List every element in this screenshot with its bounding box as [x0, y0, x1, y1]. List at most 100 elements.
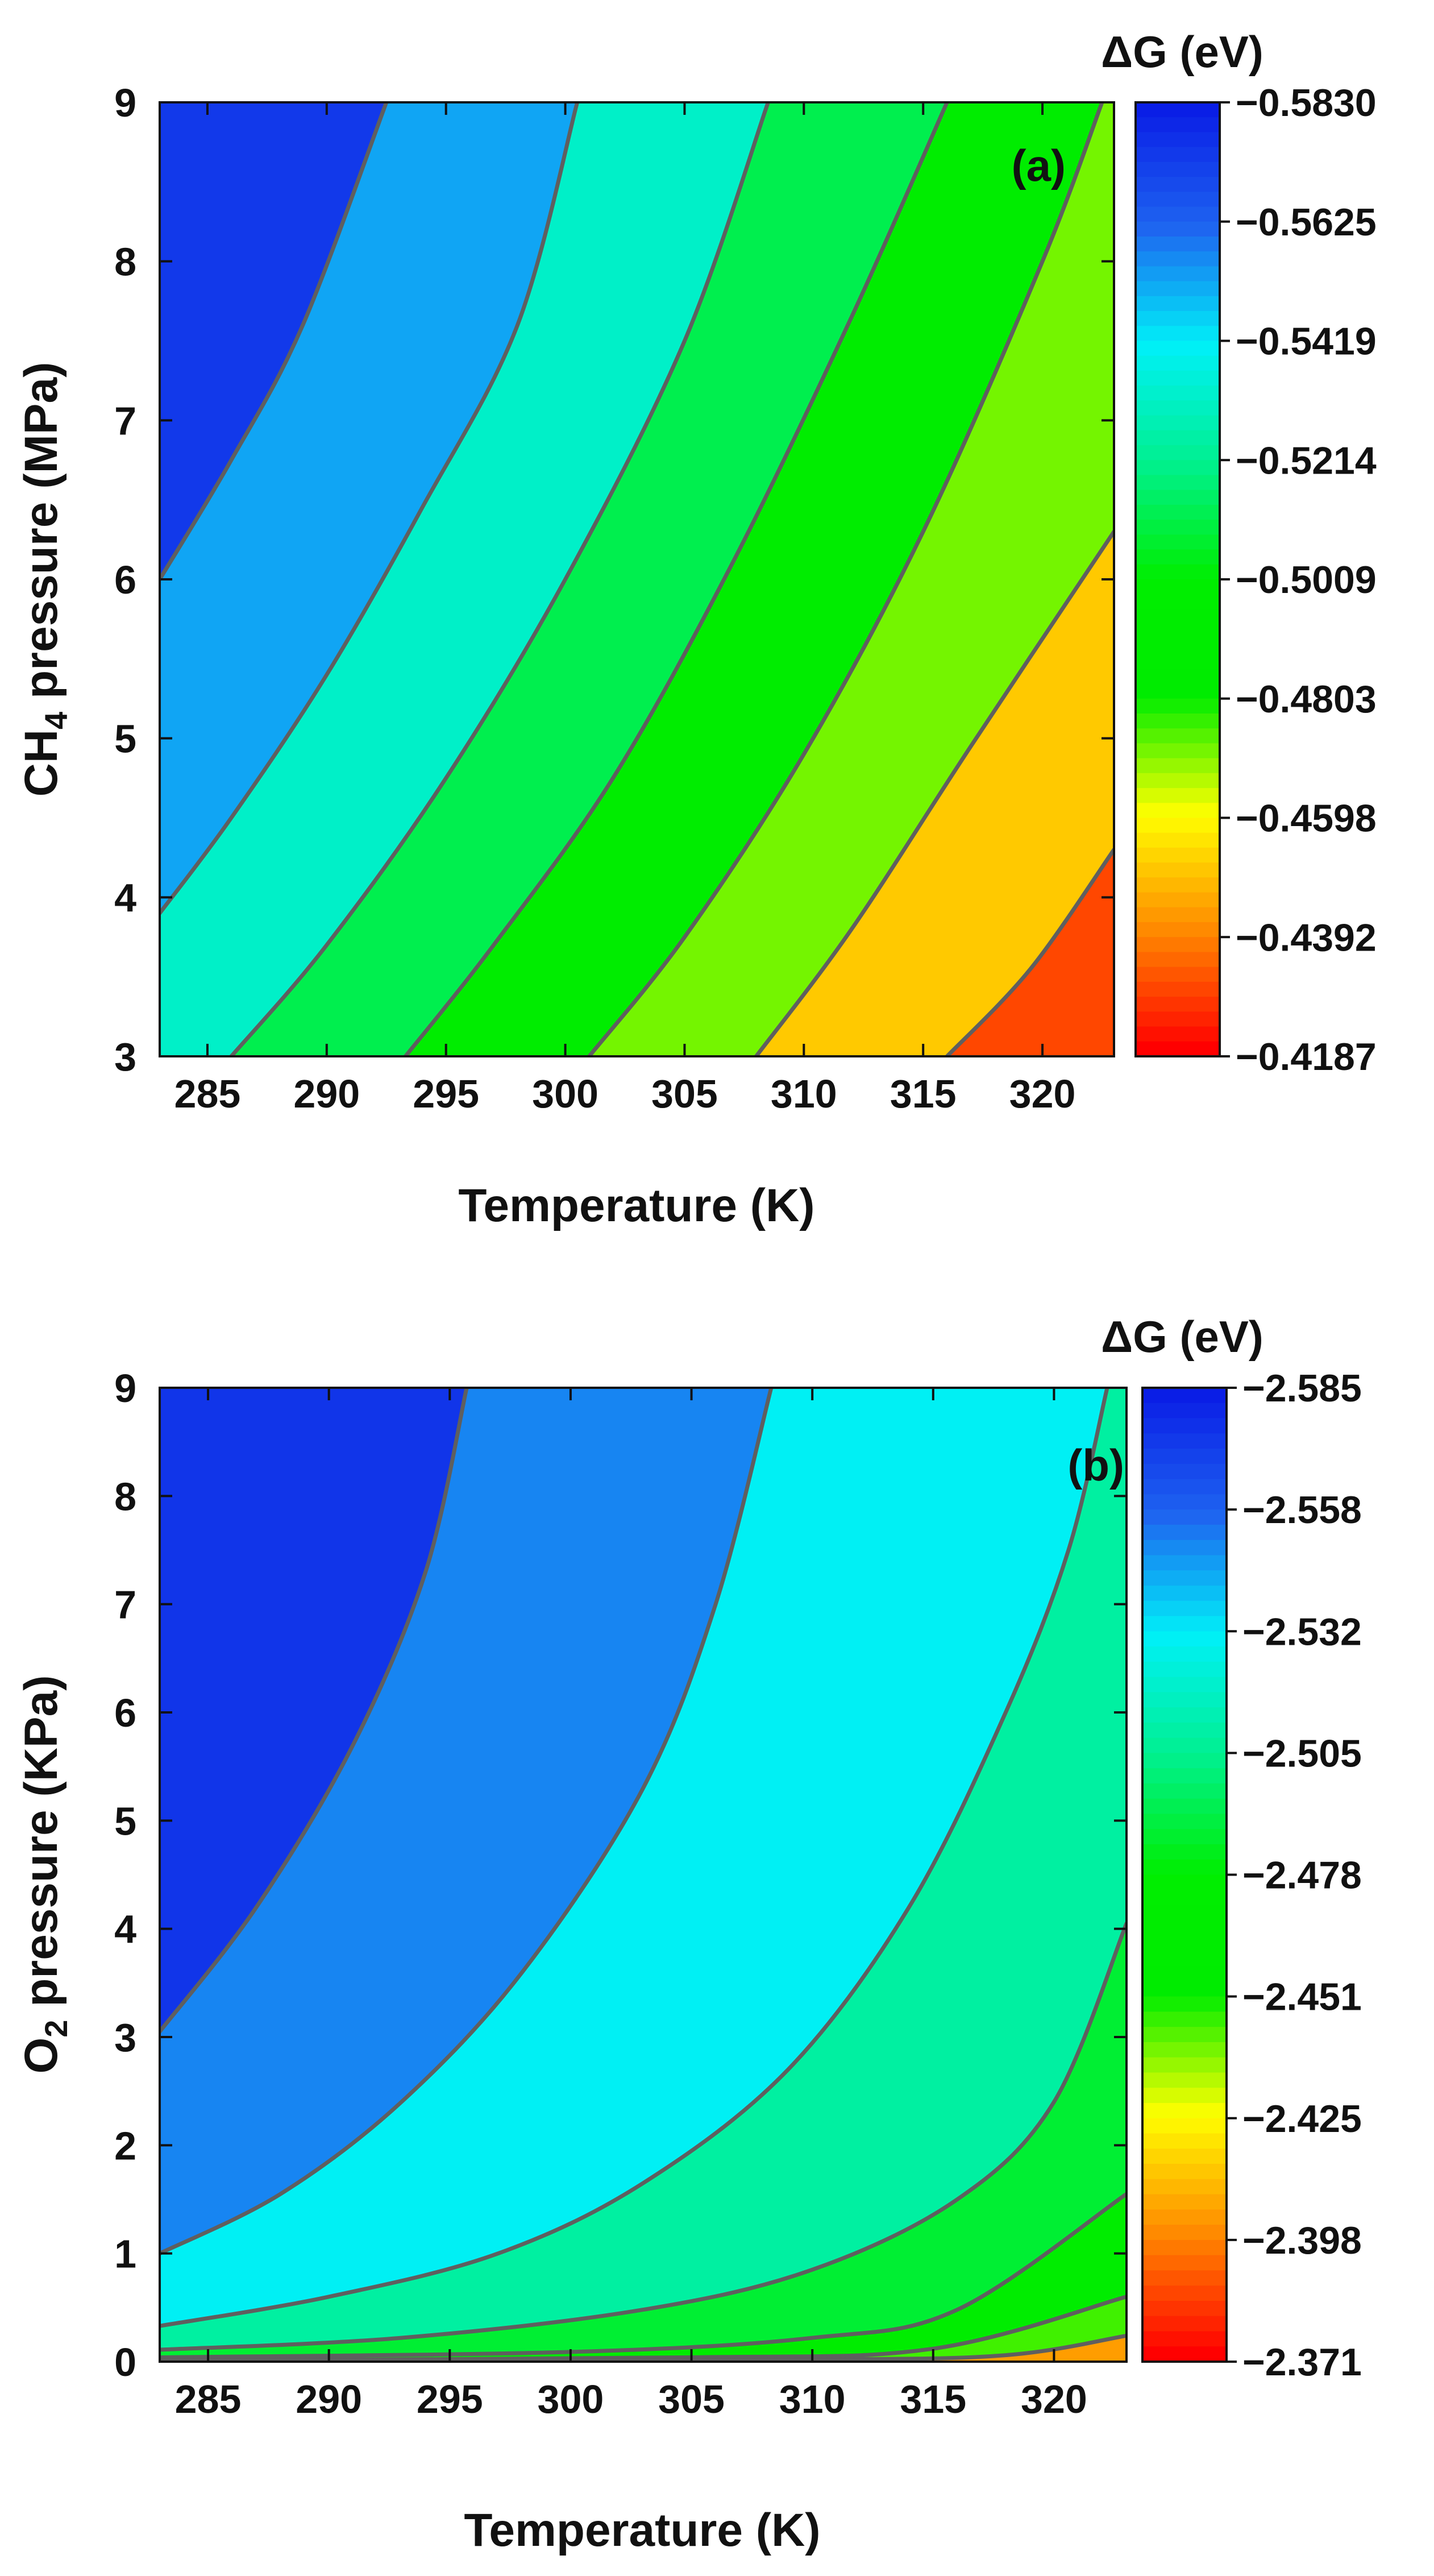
colorbar-b-step-11 — [1142, 1555, 1227, 1571]
colorbar-b-step-56 — [1142, 2239, 1227, 2256]
colorbar-b-step-49 — [1142, 2133, 1227, 2150]
colorbar-a-step-50 — [1136, 847, 1220, 864]
colorbar-a-step-47 — [1136, 803, 1220, 819]
contour-line-b-1 — [160, 1388, 469, 2034]
colorbar-b-step-50 — [1142, 2148, 1227, 2165]
colorbar-b-step-53 — [1142, 2194, 1227, 2210]
colorbar-b-step-8 — [1142, 1509, 1227, 1525]
contour-line-a-2 — [160, 102, 580, 915]
y-tick-label-a-3: 3 — [114, 1035, 136, 1079]
colorbar-b-step-28 — [1142, 1814, 1227, 1830]
colorbar-a-step-63 — [1136, 1041, 1220, 1057]
colorbar-b-step-15 — [1142, 1616, 1227, 1632]
colorbar-a-step-21 — [1136, 415, 1220, 431]
colorbar-b-step-57 — [1142, 2255, 1227, 2271]
colorbar-a-tick-label-1: −0.5625 — [1236, 201, 1377, 244]
colorbar-a-step-56 — [1136, 937, 1220, 953]
colorbar-b-step-16 — [1142, 1631, 1227, 1648]
colorbar-a-step-29 — [1136, 534, 1220, 550]
colorbar-b-step-61 — [1142, 2316, 1227, 2332]
colorbar-b-step-29 — [1142, 1829, 1227, 1845]
colorbar-a-step-31 — [1136, 564, 1220, 580]
y-tick-label-a-6: 6 — [114, 558, 136, 602]
colorbar-a-step-38 — [1136, 669, 1220, 685]
colorbar-a-step-24 — [1136, 460, 1220, 476]
y-tick-label-b-8: 8 — [114, 1474, 136, 1519]
colorbar-b-step-2 — [1142, 1418, 1227, 1434]
colorbar-b-step-4 — [1142, 1449, 1227, 1465]
y-tick-label-b-0: 0 — [114, 2340, 136, 2384]
colorbar-a-step-12 — [1136, 281, 1220, 297]
colorbar-b-step-48 — [1142, 2118, 1227, 2134]
colorbar-b-tick-label-2: −2.532 — [1242, 1610, 1362, 1653]
heatmap-b-band-4 — [160, 1923, 1127, 2362]
colorbar-b-step-51 — [1142, 2164, 1227, 2180]
y-tick-label-a-4: 4 — [114, 876, 136, 920]
x-tick-label-b-315: 315 — [900, 2377, 966, 2421]
colorbar-b-tick-label-4: −2.478 — [1242, 1854, 1362, 1897]
x-tick-label-a-315: 315 — [890, 1072, 957, 1116]
colorbar-b-step-0 — [1142, 1388, 1227, 1404]
colorbar-b-step-37 — [1142, 1951, 1227, 1967]
colorbar-a-step-30 — [1136, 549, 1220, 565]
colorbar-b-tick-label-3: −2.505 — [1242, 1732, 1362, 1775]
colorbar-a-step-0 — [1136, 102, 1220, 118]
y-tick-label-b-9: 9 — [114, 1366, 136, 1411]
colorbar-a-step-62 — [1136, 1026, 1220, 1042]
colorbar-a-step-11 — [1136, 266, 1220, 282]
contour-lines-a — [160, 102, 1114, 1056]
colorbar-a-step-32 — [1136, 579, 1220, 595]
colorbar-a-step-59 — [1136, 981, 1220, 998]
colorbar-b-step-34 — [1142, 1905, 1227, 1921]
colorbar-a-step-9 — [1136, 236, 1220, 252]
contour-line-b-3 — [160, 1388, 1109, 2328]
colorbar-a-step-16 — [1136, 341, 1220, 356]
colorbar-a-step-6 — [1136, 192, 1220, 208]
colorbar-b-step-9 — [1142, 1524, 1227, 1541]
colorbar-a-step-28 — [1136, 520, 1220, 536]
colorbar-a-step-37 — [1136, 654, 1220, 670]
x-tick-label-b-300: 300 — [538, 2377, 604, 2421]
colorbar-a-step-35 — [1136, 624, 1220, 640]
colorbar-a-step-26 — [1136, 490, 1220, 505]
contour-lines-b — [160, 1388, 1127, 2362]
y-axis-label-b-main: O — [15, 2038, 67, 2074]
axis-ticks-b: 285 290 295 300 305 310 315 320 0 1 2 3 4 5 6 7 8 9 — [114, 1366, 1127, 2421]
colorbar-a-step-25 — [1136, 475, 1220, 491]
panel-label-a: (a) — [1012, 140, 1066, 190]
colorbar-a-step-48 — [1136, 818, 1220, 833]
colorbar-a-step-18 — [1136, 370, 1220, 387]
colorbar-b-step-43 — [1142, 2042, 1227, 2058]
colorbar-b-step-14 — [1142, 1600, 1227, 1617]
colorbar-a-step-20 — [1136, 400, 1220, 416]
contour-line-a-1 — [160, 102, 389, 582]
colorbar-b-step-39 — [1142, 1981, 1227, 1997]
y-axis-label-b-sub: 2 — [38, 2020, 74, 2038]
colorbar-b-step-30 — [1142, 1844, 1227, 1860]
heatmap-b-band-3 — [160, 1388, 1127, 2362]
colorbar-a-step-53 — [1136, 892, 1220, 908]
colorbar-b-tick-label-0: −2.585 — [1242, 1367, 1362, 1410]
axis-ticks-a: 285 290 295 300 305 310 315 320 3 4 5 6 7 8 9 — [114, 81, 1114, 1116]
colorbar-title-b: ΔG (eV) — [1101, 1312, 1263, 1362]
y-axis-label-a: CH4 pressure (MPa) — [15, 362, 74, 797]
colorbar-a-step-13 — [1136, 296, 1220, 312]
colorbar-a-step-46 — [1136, 788, 1220, 804]
colorbar-a-step-17 — [1136, 355, 1220, 371]
colorbar-a-step-5 — [1136, 177, 1220, 193]
colorbar-b-step-22 — [1142, 1722, 1227, 1739]
colorbar-a-step-42 — [1136, 728, 1220, 744]
y-tick-label-b-7: 7 — [114, 1583, 136, 1627]
colorbar-b-step-19 — [1142, 1677, 1227, 1693]
colorbar-b-step-6 — [1142, 1479, 1227, 1495]
heatmap-b-band-7 — [160, 2336, 1127, 2362]
colorbar-b-step-31 — [1142, 1859, 1227, 1876]
y-tick-label-a-9: 9 — [114, 81, 136, 125]
contour-line-a-5 — [587, 102, 1104, 1056]
x-tick-label-a-285: 285 — [174, 1072, 241, 1116]
colorbar-b-step-36 — [1142, 1935, 1227, 1952]
heatmap-a — [160, 102, 1114, 1056]
colorbar-a-step-4 — [1136, 161, 1220, 178]
colorbar-a-tick-label-7: −0.4392 — [1236, 916, 1377, 959]
colorbar-a-tick-label-5: −0.4803 — [1236, 678, 1377, 721]
